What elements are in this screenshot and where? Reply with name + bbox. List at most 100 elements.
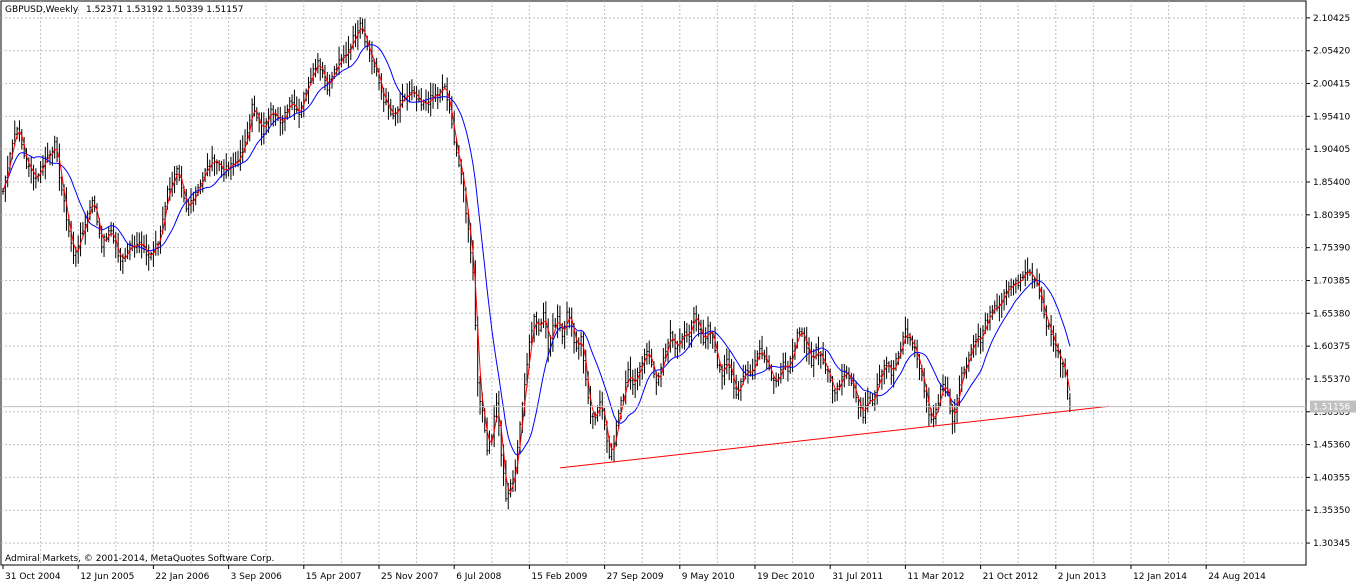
price-bar: [305, 88, 308, 102]
price-bar: [582, 332, 585, 374]
price-bar: [27, 157, 30, 177]
x-tick-label: 2 Jun 2013: [1058, 572, 1106, 582]
price-bar: [103, 233, 106, 258]
x-tick-label: 21 Oct 2012: [983, 572, 1039, 582]
price-bar: [114, 231, 117, 259]
price-bar: [497, 390, 500, 437]
price-bar: [848, 367, 850, 387]
x-tick-label: 15 Feb 2009: [531, 572, 587, 582]
price-bar: [81, 221, 84, 236]
y-tick-label: 1.50365: [1313, 408, 1350, 418]
fast-moving-average-line: [2, 27, 1071, 494]
price-bar: [1017, 274, 1020, 290]
price-bar: [979, 327, 982, 354]
y-tick-label: 1.90405: [1313, 145, 1350, 155]
price-bar: [601, 391, 604, 420]
price-bar: [798, 327, 801, 337]
price-bar: [817, 336, 820, 366]
price-bar: [495, 392, 498, 423]
price-bar: [295, 96, 298, 113]
price-bar: [932, 404, 935, 428]
x-tick-label: 9 May 2010: [682, 572, 735, 582]
price-bar: [1019, 273, 1022, 292]
price-bar: [340, 54, 343, 68]
price-bar: [60, 175, 63, 196]
price-bar: [991, 305, 994, 320]
x-tick-label: 11 Mar 2012: [907, 572, 964, 582]
price-bar: [761, 335, 764, 360]
price-bar: [135, 232, 138, 254]
chart-ohlc-values: 1.52371 1.53192 1.50339 1.51157: [86, 5, 243, 15]
y-tick-label: 1.65380: [1313, 309, 1350, 319]
price-bar: [241, 135, 244, 163]
x-tick-label: 12 Jun 2005: [80, 572, 134, 582]
price-bar: [645, 342, 648, 365]
price-bar: [657, 372, 660, 386]
price-bar: [953, 399, 956, 433]
price-bar: [140, 231, 143, 259]
grid: [1, 1, 1306, 565]
price-bar: [568, 307, 571, 329]
price-bar: [511, 470, 514, 493]
price-bar: [274, 109, 277, 126]
price-bar: [763, 349, 766, 363]
y-tick-label: 1.45360: [1313, 441, 1350, 451]
price-bar: [314, 58, 317, 78]
y-tick-label: 1.70385: [1313, 276, 1350, 286]
price-bar: [439, 88, 442, 103]
x-tick-label: 31 Oct 2004: [5, 572, 61, 582]
x-tick-label: 24 Aug 2014: [1208, 572, 1266, 582]
x-tick-label: 3 Sep 2006: [231, 572, 283, 582]
price-bar: [1031, 263, 1034, 289]
price-bar: [707, 316, 709, 350]
price-bar: [328, 74, 331, 97]
price-bar: [119, 248, 122, 271]
price-bar: [631, 369, 634, 395]
price-bar: [749, 364, 752, 377]
price-bar: [239, 139, 242, 171]
price-bar: [725, 348, 728, 375]
current-price-marker: [1310, 400, 1356, 413]
x-tick-label: 12 Jan 2014: [1133, 572, 1187, 582]
copyright-text: Admiral Markets, © 2001-2014, MetaQuotes…: [5, 554, 274, 564]
price-bar: [890, 360, 893, 385]
price-bar: [563, 320, 566, 349]
y-tick-label: 1.55370: [1313, 375, 1350, 385]
plot-area: [0, 0, 1307, 566]
price-bar: [998, 295, 1001, 322]
price-bar: [812, 348, 815, 378]
price-bar: [479, 375, 482, 415]
price-bar: [803, 327, 806, 354]
price-bar: [866, 387, 869, 413]
y-tick-label: 1.30345: [1313, 539, 1350, 549]
price-bar: [211, 145, 214, 172]
y-tick-label: 1.75390: [1313, 244, 1350, 254]
price-bar: [150, 251, 153, 261]
price-bar: [544, 301, 547, 339]
price-bar: [34, 168, 37, 189]
price-bar: [537, 318, 540, 336]
price-bar: [692, 306, 695, 334]
price-bar: [1061, 361, 1064, 379]
price-bar: [699, 319, 702, 344]
price-bar: [41, 155, 44, 176]
price-bar: [833, 388, 836, 402]
y-tick-label: 1.85400: [1313, 178, 1350, 188]
price-bar: [1026, 257, 1029, 281]
y-tick-label: 2.10425: [1313, 14, 1350, 24]
price-bar: [822, 342, 825, 365]
y-tick-label: 1.35350: [1313, 506, 1350, 516]
price-bar: [728, 350, 731, 381]
x-tick-label: 6 Jul 2008: [456, 572, 501, 582]
price-bar: [970, 344, 973, 362]
x-tick-label: 19 Dec 2010: [757, 572, 815, 582]
price-bar: [906, 318, 909, 345]
y-tick-label: 2.00415: [1313, 80, 1350, 90]
price-bar: [262, 112, 265, 145]
support-trendline[interactable]: [559, 405, 1110, 469]
price-bar: [530, 321, 533, 346]
price-bar: [897, 351, 900, 366]
price-bar: [215, 159, 218, 175]
price-bar: [509, 479, 512, 498]
price-bar: [791, 338, 794, 373]
